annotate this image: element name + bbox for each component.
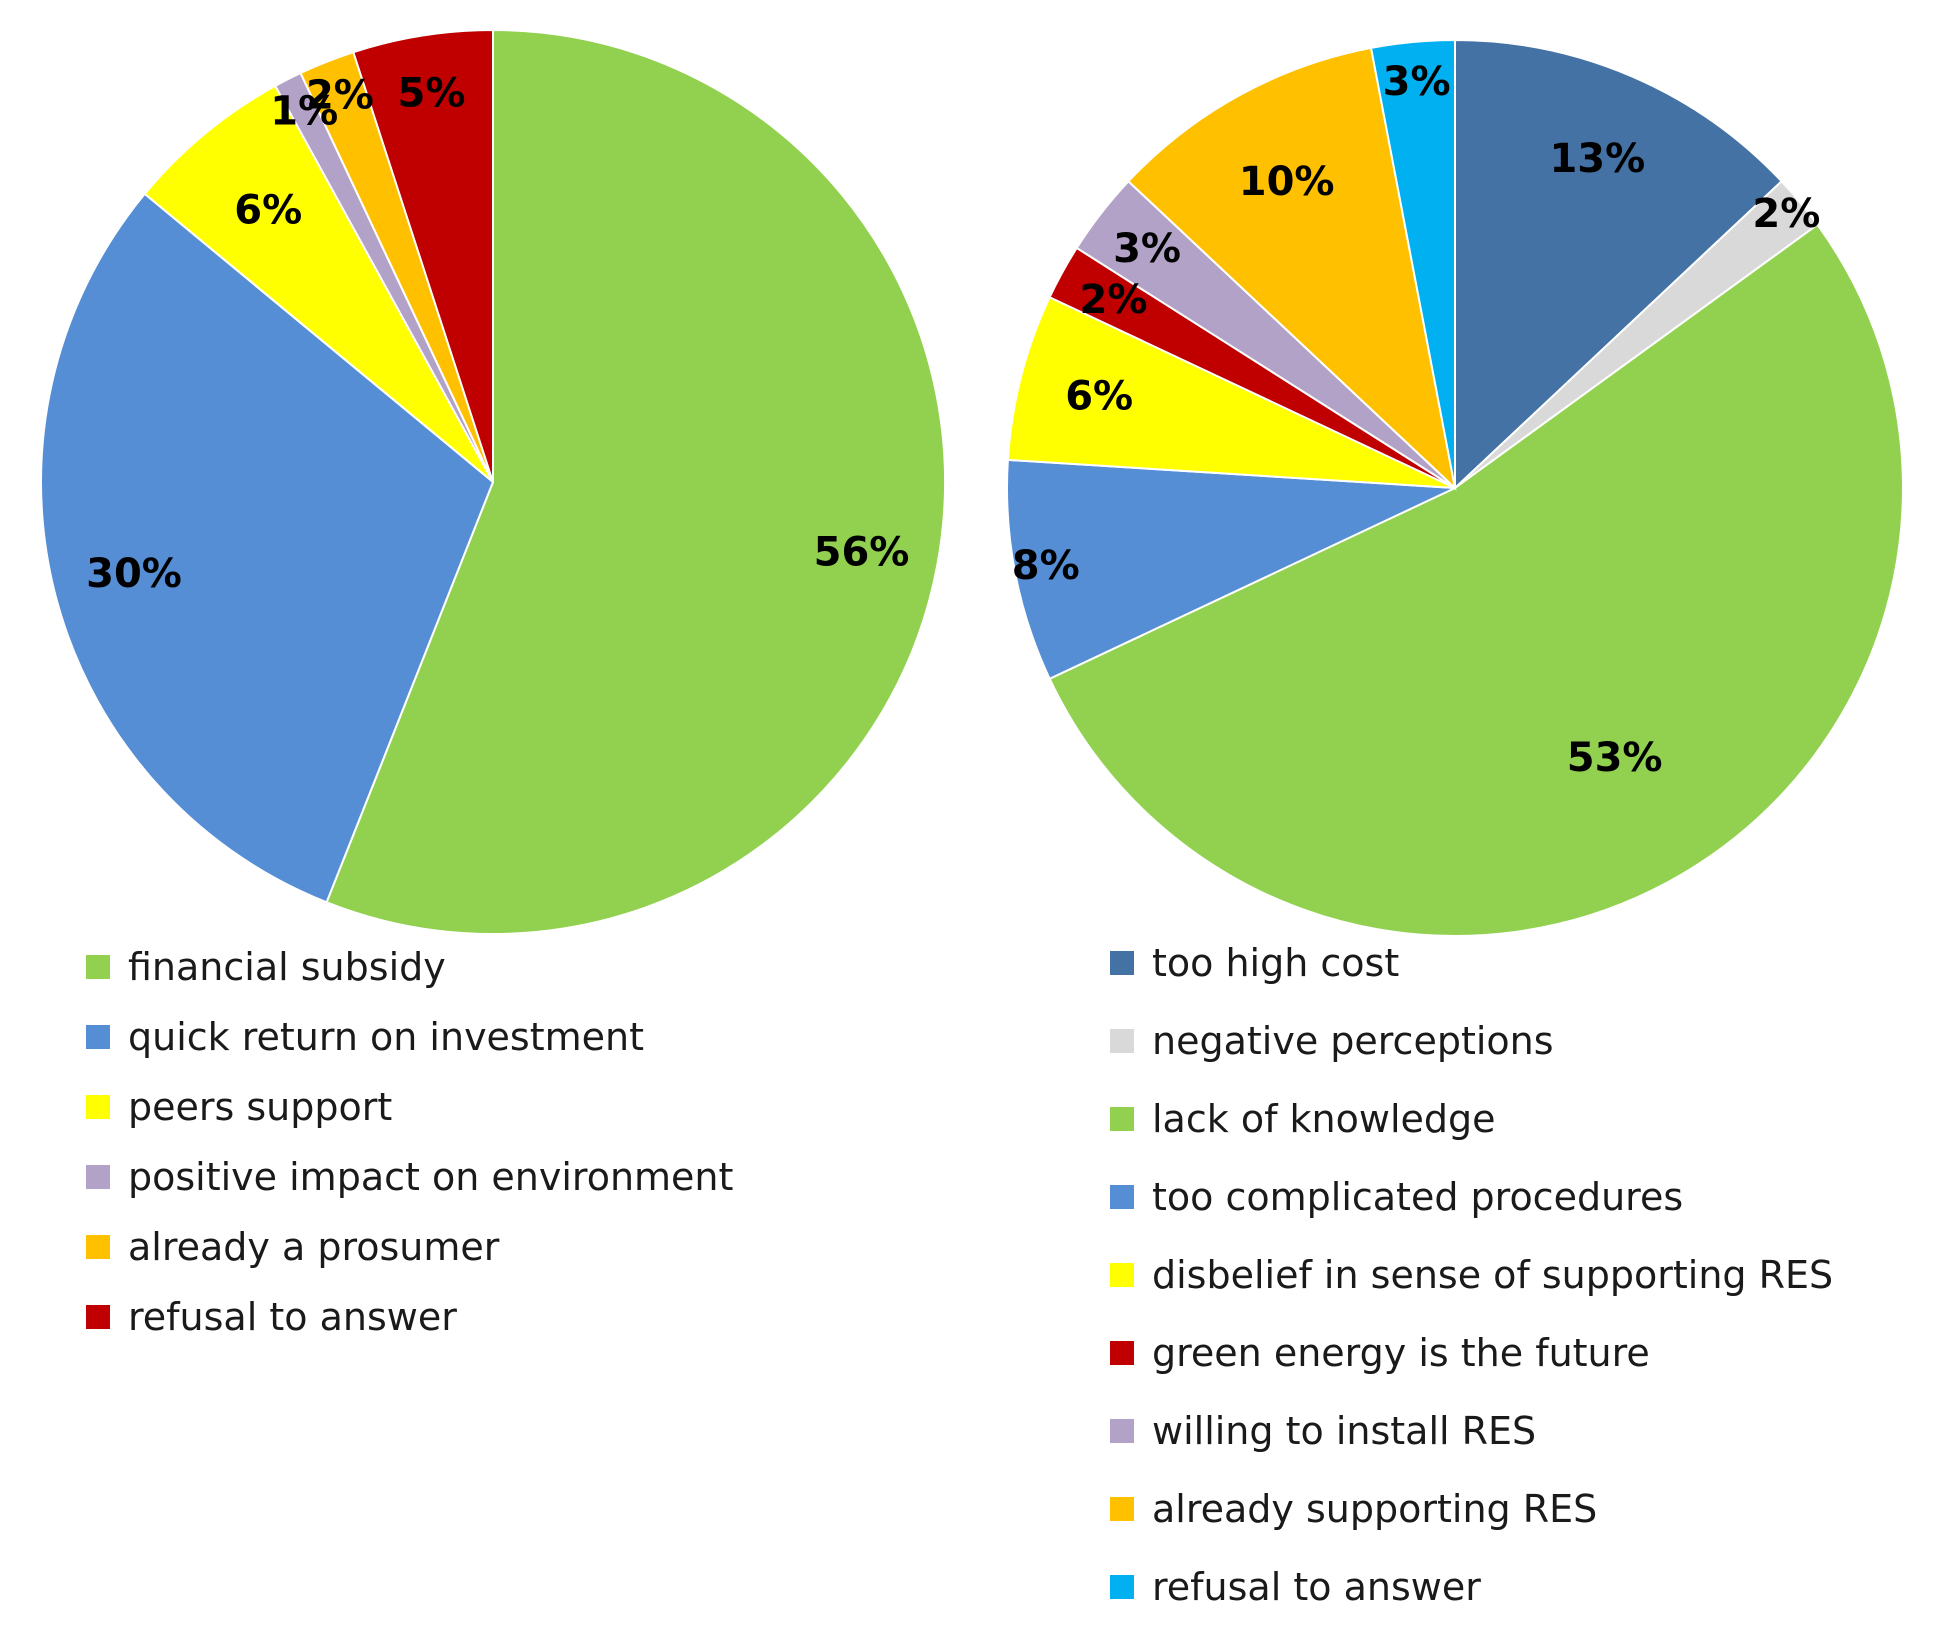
legend-swatch [1110, 1419, 1134, 1443]
data-label-too-complicated-procedures: 8% [1012, 543, 1080, 589]
legend-swatch [86, 1305, 110, 1329]
data-label-financial-subsidy: 56% [814, 529, 910, 575]
legend-item-refusal-to-answer: refusal to answer [1110, 1548, 1833, 1626]
legend-label: too high cost [1152, 941, 1400, 985]
legend-swatch [1110, 951, 1134, 975]
pie-slice-financial-subsidy [325, 28, 946, 935]
data-label-lack-of-knowledge: 53% [1567, 735, 1663, 781]
data-label-already-a-prosumer: 2% [306, 72, 374, 118]
legend-item-negative-perceptions: negative perceptions [1110, 1002, 1833, 1080]
legend-swatch [1110, 1263, 1134, 1287]
legend-swatch [1110, 1185, 1134, 1209]
legend-item-willing-to-install-res: willing to install RES [1110, 1392, 1833, 1470]
data-label-quick-return-on-investment: 30% [86, 551, 182, 597]
legend-item-too-complicated-procedures: too complicated procedures [1110, 1158, 1833, 1236]
legend-barriers: too high cost negative perceptions lack of… [1110, 924, 1833, 1626]
pie-slice-too-complicated-procedures [1006, 458, 1456, 681]
pie-slice-quick-return-on-investment [40, 192, 495, 904]
pie-slice-already-supporting-res [1127, 46, 1457, 491]
data-label-negative-perceptions: 2% [1752, 191, 1820, 237]
pie-slice-disbelief-in-sense-of-supporting-res [1006, 295, 1456, 489]
legend-item-already-a-prosumer: already a prosumer [86, 1212, 733, 1282]
legend-swatch [86, 1025, 110, 1049]
legend-item-green-energy-is-the-future: green energy is the future [1110, 1314, 1833, 1392]
legend-label: positive impact on environment [128, 1155, 734, 1199]
data-label-disbelief-in-sense-of-supporting-res: 6% [1065, 374, 1133, 420]
legend-swatch [1110, 1107, 1134, 1131]
data-label-positive-impact-on-environment: 1% [270, 88, 338, 134]
data-label-refusal-to-answer: 3% [1383, 59, 1451, 105]
legend-item-peers-support: peers support [86, 1072, 733, 1142]
legend-swatch [1110, 1575, 1134, 1599]
legend-motivations: financial subsidy quick return on investm… [86, 932, 733, 1352]
legend-label: disbelief in sense of supporting RES [1152, 1253, 1834, 1297]
legend-label: financial subsidy [128, 945, 446, 989]
legend-item-already-supporting-res: already supporting RES [1110, 1470, 1833, 1548]
legend-swatch [86, 1165, 110, 1189]
legend-label: already a prosumer [128, 1225, 500, 1269]
legend-label: too complicated procedures [1152, 1175, 1684, 1219]
legend-item-refusal-to-answer: refusal to answer [86, 1282, 733, 1352]
legend-swatch [86, 955, 110, 979]
legend-label: quick return on investment [128, 1015, 645, 1059]
pie-chart-motivations: 56% 30% 6% 1%2% 5% [40, 28, 946, 935]
legend-item-lack-of-knowledge: lack of knowledge [1110, 1080, 1833, 1158]
data-label-willing-to-install-res: 3% [1113, 226, 1181, 272]
legend-label: lack of knowledge [1152, 1097, 1496, 1141]
legend-swatch [1110, 1341, 1134, 1365]
legend-item-too-high-cost: too high cost [1110, 924, 1833, 1002]
legend-item-disbelief-in-sense-of-supporting-res: disbelief in sense of supporting RES [1110, 1236, 1833, 1314]
legend-swatch [1110, 1497, 1134, 1521]
data-label-too-high-cost: 13% [1549, 136, 1645, 182]
pie-slice-too-high-cost [1454, 38, 1783, 491]
pie-slice-lack-of-knowledge [1048, 223, 1905, 938]
legend-item-financial-subsidy: financial subsidy [86, 932, 733, 1002]
legend-label: negative perceptions [1152, 1019, 1554, 1063]
legend-item-positive-impact-on-environment: positive impact on environment [86, 1142, 733, 1212]
data-label-already-supporting-res: 10% [1239, 159, 1335, 205]
legend-swatch [86, 1235, 110, 1259]
data-label-green-energy-is-the-future: 2% [1079, 277, 1147, 323]
legend-label: willing to install RES [1152, 1409, 1537, 1453]
data-label-refusal-to-answer: 5% [398, 71, 466, 117]
legend-label: refusal to answer [128, 1295, 457, 1339]
legend-item-quick-return-on-investment: quick return on investment [86, 1002, 733, 1072]
legend-swatch [1110, 1029, 1134, 1053]
pie-slice-refusal-to-answer [352, 28, 494, 483]
pie-chart-barriers: 13% 2% 53% 8% 6% 2% 3% 10% 3% [1006, 38, 1905, 938]
legend-label: peers support [128, 1085, 393, 1129]
pie-slice-refusal-to-answer [1369, 38, 1456, 489]
legend-label: refusal to answer [1152, 1565, 1481, 1609]
legend-label: already supporting RES [1152, 1487, 1598, 1531]
pie-slice-peers-support [143, 84, 494, 483]
data-label-peers-support: 6% [234, 187, 302, 233]
legend-swatch [86, 1095, 110, 1119]
legend-label: green energy is the future [1152, 1331, 1650, 1375]
